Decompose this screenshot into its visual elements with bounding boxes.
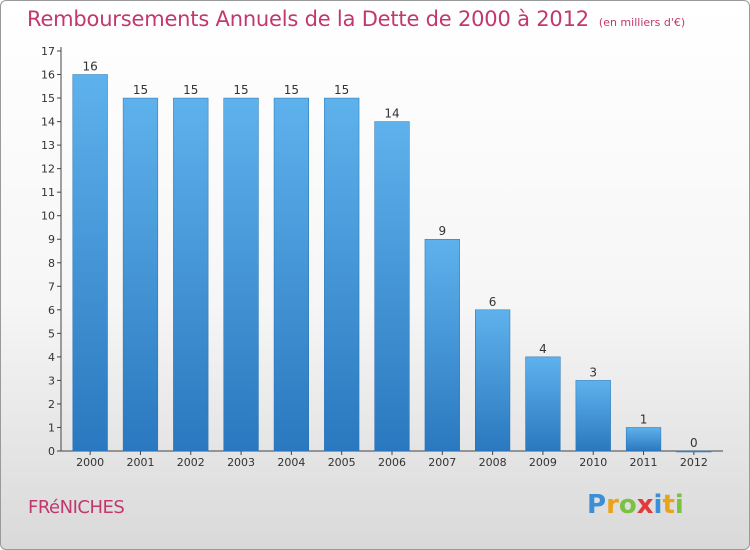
y-tick-label: 1 <box>48 421 55 434</box>
bar-2006 <box>374 121 410 452</box>
data-label-2006: 14 <box>384 107 399 121</box>
bar-2008 <box>475 309 511 452</box>
y-tick-label: 2 <box>48 398 55 411</box>
bar-2010 <box>575 380 611 452</box>
logo-letter: t <box>662 490 675 520</box>
y-tick-label: 7 <box>48 280 55 293</box>
y-tick-label: 5 <box>48 327 55 340</box>
title-row: Remboursements Annuels de la Dette de 20… <box>27 7 685 31</box>
bar-2012 <box>676 450 712 453</box>
x-tick-label-2001: 2001 <box>126 456 154 469</box>
data-label-2005: 15 <box>334 83 349 97</box>
data-label-2007: 9 <box>438 224 446 238</box>
x-tick-label-2012: 2012 <box>680 456 708 469</box>
data-label-2004: 15 <box>284 83 299 97</box>
y-tick-label: 15 <box>41 92 55 105</box>
chart-title: Remboursements Annuels de la Dette de 20… <box>27 7 589 31</box>
data-label-2003: 15 <box>233 83 248 97</box>
bar-2004 <box>273 97 309 452</box>
x-tick-label-2006: 2006 <box>378 456 406 469</box>
bar-2002 <box>173 97 209 452</box>
bar-2011 <box>625 427 662 452</box>
y-tick-label: 16 <box>41 69 55 82</box>
logo-letter: P <box>587 490 607 520</box>
proxiti-logo: Proxiti <box>587 490 684 520</box>
bar-2005 <box>324 97 360 452</box>
x-tick-label-2011: 2011 <box>630 456 658 469</box>
chart-labels: 2000162001152002152003152004152005152006… <box>76 60 708 469</box>
x-tick-label-2009: 2009 <box>529 456 557 469</box>
x-tick-label-2002: 2002 <box>177 456 205 469</box>
data-label-2008: 6 <box>489 295 497 309</box>
chart-subtitle: (en milliers d'€) <box>598 16 686 29</box>
logo-letter: i <box>674 490 684 520</box>
bar-2001 <box>122 97 159 452</box>
x-tick-label-2004: 2004 <box>277 456 305 469</box>
y-tick-label: 14 <box>41 116 55 129</box>
y-tick-label: 10 <box>41 210 55 223</box>
bar-2007 <box>424 238 460 452</box>
y-tick-label: 12 <box>41 163 55 176</box>
x-tick-label-2000: 2000 <box>76 456 104 469</box>
data-label-2002: 15 <box>183 83 198 97</box>
data-label-2000: 16 <box>83 60 98 74</box>
x-tick-label-2008: 2008 <box>479 456 507 469</box>
y-tick-label: 0 <box>48 445 55 458</box>
data-label-2001: 15 <box>133 83 148 97</box>
chart-bars <box>72 74 712 453</box>
y-tick-label: 9 <box>48 233 55 246</box>
y-tick-label: 4 <box>48 351 55 364</box>
logo-letter: r <box>606 490 619 520</box>
logo-letter: o <box>618 490 637 520</box>
data-label-2012: 0 <box>690 436 698 450</box>
data-label-2011: 1 <box>640 412 648 426</box>
bar-2000 <box>72 74 108 452</box>
y-tick-label: 17 <box>41 45 55 58</box>
data-label-2009: 4 <box>539 342 547 356</box>
data-label-2010: 3 <box>589 365 597 379</box>
y-tick-label: 3 <box>48 374 55 387</box>
y-tick-label: 6 <box>48 304 55 317</box>
bar-2009 <box>525 356 561 452</box>
x-tick-label-2010: 2010 <box>579 456 607 469</box>
logo-letter: i <box>653 490 663 520</box>
commune-name: FRéNICHES <box>28 497 125 518</box>
y-tick-label: 8 <box>48 257 55 270</box>
logo-letter: x <box>636 490 654 520</box>
bar-2003 <box>223 97 259 452</box>
y-tick-label: 13 <box>41 139 55 152</box>
x-tick-label-2003: 2003 <box>227 456 255 469</box>
x-tick-label-2007: 2007 <box>428 456 456 469</box>
x-tick-label-2005: 2005 <box>328 456 356 469</box>
y-tick-label: 11 <box>41 186 55 199</box>
